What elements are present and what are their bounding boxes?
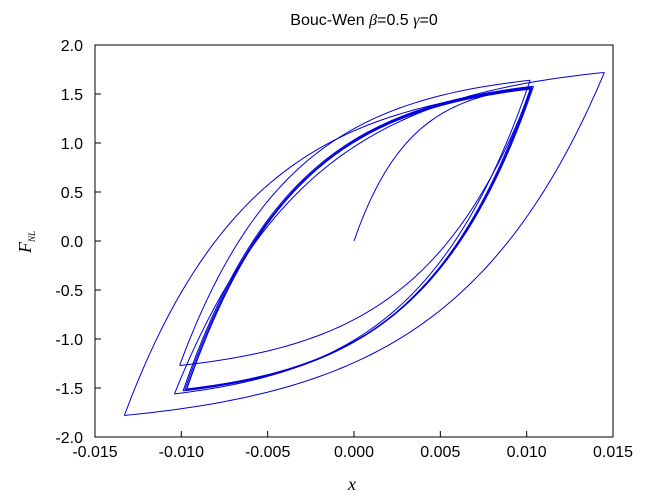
x-tick-label: -0.015: [72, 444, 117, 461]
hysteresis-branch-5: [124, 72, 605, 416]
chart-title-prefix: Bouc-Wen: [290, 12, 364, 29]
hysteresis-branch-14: [186, 88, 531, 391]
chart-title: Bouc-Wen β=0.5 γ=0: [290, 12, 438, 29]
chart-title-gamma-value: =0: [419, 12, 437, 29]
hysteresis-branch-9: [184, 85, 535, 391]
hysteresis-branch-0: [353, 86, 532, 242]
x-tick-label: 0.005: [420, 444, 460, 461]
y-tick-label: -2.0: [55, 430, 83, 447]
y-tick-label: -1.5: [55, 381, 83, 398]
hysteresis-branch-12: [186, 86, 532, 390]
x-axis-label: x: [347, 474, 356, 494]
hysteresis-branch-2: [179, 79, 531, 366]
y-tick-label: 2.0: [61, 38, 83, 55]
x-tick-label: -0.005: [245, 444, 290, 461]
hysteresis-branch-10: [184, 87, 532, 391]
plot-curves: [123, 71, 605, 416]
hysteresis-branch-3: [174, 80, 531, 395]
x-tick-label: 0.010: [507, 444, 547, 461]
chart-title-beta: β: [368, 12, 377, 29]
chart-title-gamma: γ: [413, 12, 420, 29]
hysteresis-branch-7: [182, 88, 531, 392]
x-tick-label: -0.010: [159, 444, 204, 461]
hysteresis-branch-11: [186, 87, 533, 390]
y-tick-label: 0.0: [61, 234, 83, 251]
y-axis-label: FNL: [15, 231, 37, 254]
y-tick-label: -0.5: [55, 283, 83, 300]
hysteresis-branch-6: [123, 88, 531, 416]
y-tick-label: -1.0: [55, 332, 83, 349]
y-tick-label: 1.5: [61, 87, 83, 104]
y-tick-label: 1.0: [61, 136, 83, 153]
y-tick-label: 0.5: [61, 185, 83, 202]
hysteresis-branch-1: [179, 86, 533, 366]
x-tick-label: 0.000: [334, 444, 374, 461]
chart-title-beta-value: =0.5: [377, 12, 409, 29]
hysteresis-branch-4: [173, 71, 605, 395]
y-axis-label-main: F: [15, 241, 35, 254]
y-axis-label-sub: NL: [27, 231, 37, 243]
x-tick-label: 0.015: [593, 444, 633, 461]
x-axis: -0.015 -0.010 -0.005 0.000 0.005 0.010 0.015: [72, 431, 633, 461]
hysteresis-branch-13: [186, 86, 533, 391]
hysteresis-branch-8: [182, 85, 534, 392]
y-axis: -2.0 -1.5 -1.0 -0.5 0.0 0.5 1.0 1.5 2.0: [55, 38, 101, 447]
